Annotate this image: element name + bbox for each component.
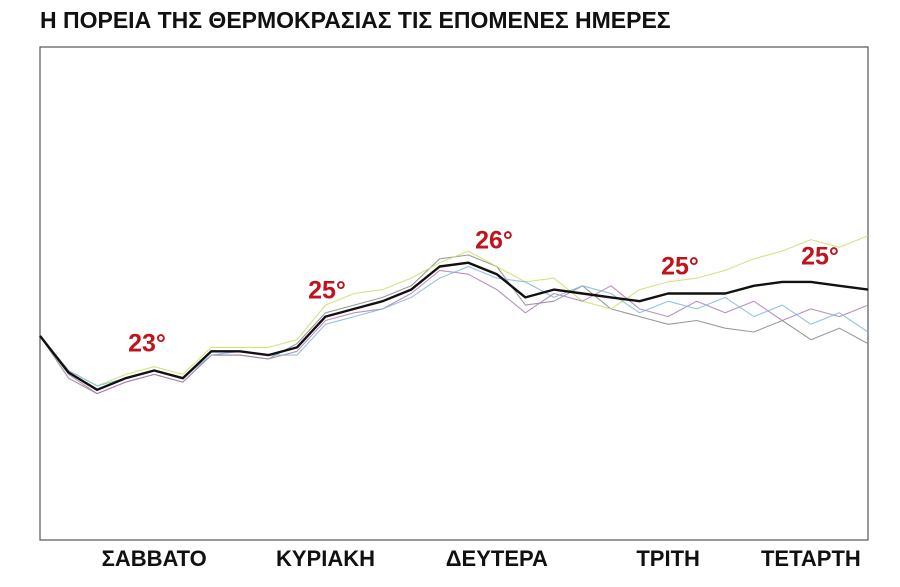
annotation: 25° [801,243,839,271]
x-tick-label: ΤΕΤΑΡΤΗ [761,546,861,571]
annotation: 23° [128,330,166,358]
chart-title: Η ΠΟΡΕΙΑ ΤΗΣ ΘΕΡΜΟΚΡΑΣΙΑΣ ΤΙΣ ΕΠΟΜΕΝΕΣ Η… [40,7,671,33]
annotation: 25° [661,253,699,281]
x-tick-label: ΔΕΥΤΕΡΑ [446,546,548,571]
member-line [39,235,869,387]
x-tick-label: ΣΑΒΒΑΤΟ [102,546,207,571]
x-tick-label: ΚΥΡΙΑΚΗ [276,546,375,571]
mean-line [39,261,869,391]
plot-frame [39,46,869,541]
x-tick-label: ΤΡΙΤΗ [636,546,700,571]
annotation: 26° [475,227,513,255]
annotation: 25° [308,277,346,305]
